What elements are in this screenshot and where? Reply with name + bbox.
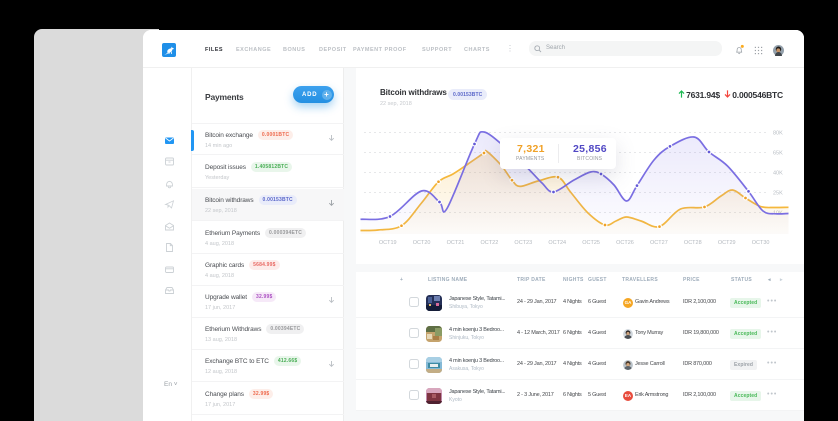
svg-text:OCT21: OCT21 (447, 240, 465, 246)
svg-text:OCT26: OCT26 (616, 240, 634, 246)
svg-text:OCT20: OCT20 (413, 240, 431, 246)
svg-text:OCT28: OCT28 (684, 240, 702, 246)
svg-text:80K: 80K (773, 131, 783, 137)
svg-text:OCT19: OCT19 (379, 240, 397, 246)
svg-text:OCT30: OCT30 (752, 240, 770, 246)
svg-text:OCT29: OCT29 (718, 240, 736, 246)
svg-text:OCT24: OCT24 (548, 240, 566, 246)
svg-text:40K: 40K (773, 171, 783, 177)
svg-text:OCT23: OCT23 (514, 240, 532, 246)
svg-text:OCT25: OCT25 (582, 240, 600, 246)
svg-text:65K: 65K (773, 151, 783, 157)
svg-text:25K: 25K (773, 191, 783, 197)
svg-text:OCT27: OCT27 (650, 240, 668, 246)
svg-text:OCT22: OCT22 (481, 240, 499, 246)
